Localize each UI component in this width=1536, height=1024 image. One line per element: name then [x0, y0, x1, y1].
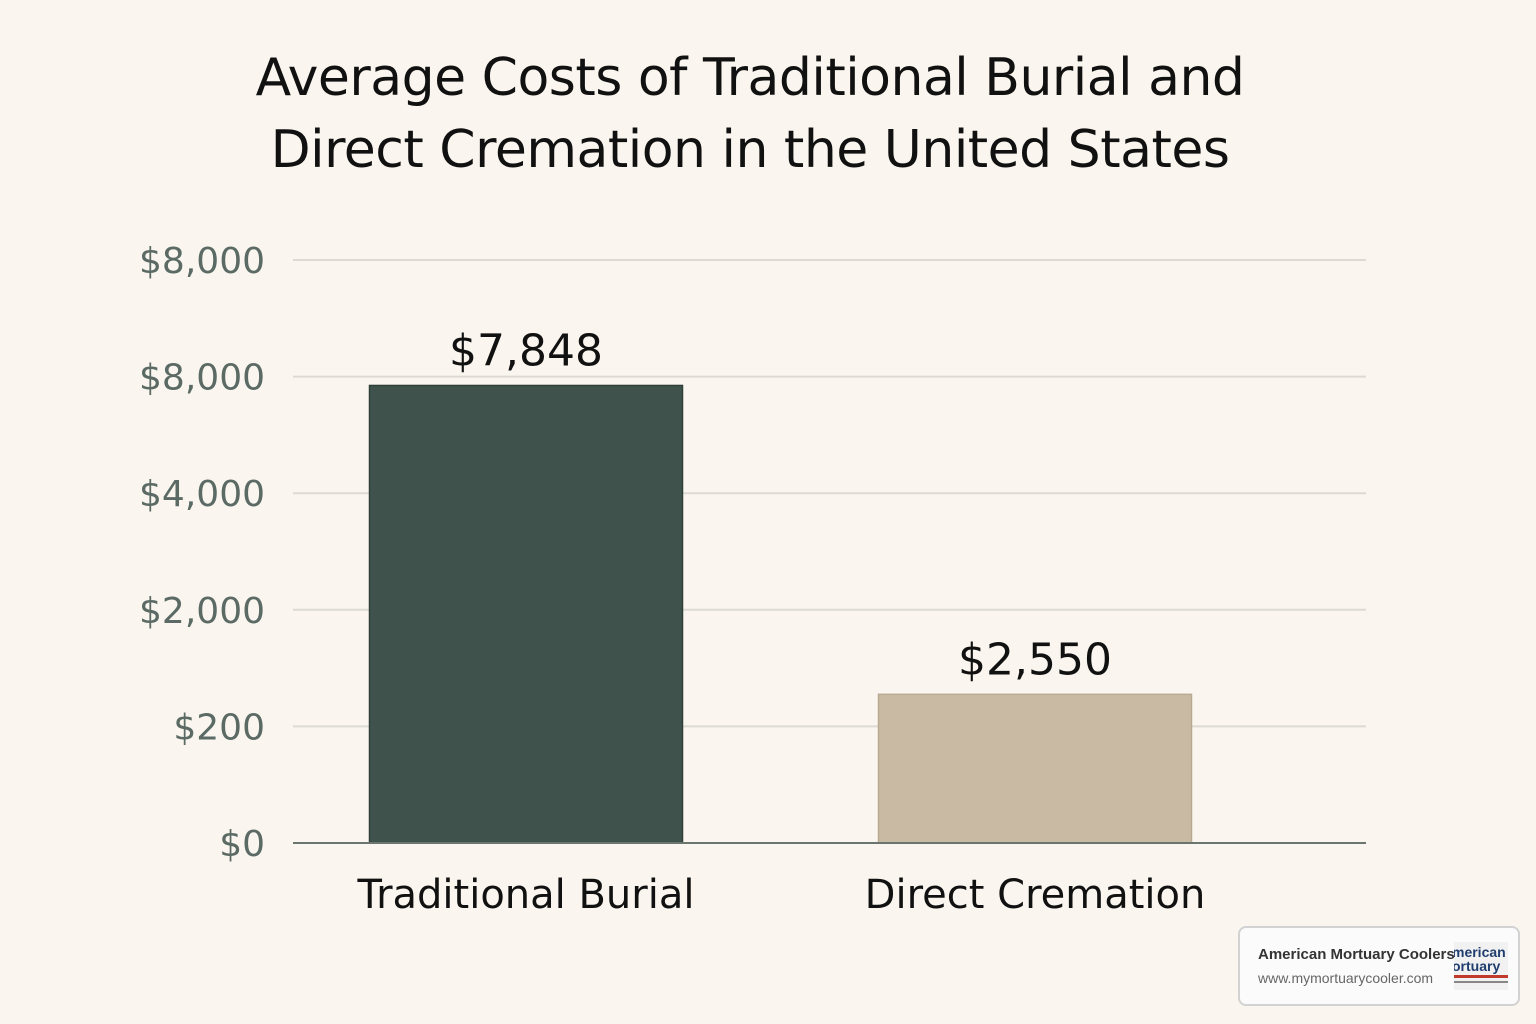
x-axis-categories: Traditional Burial Direct Cremation: [357, 872, 1206, 918]
data-label-traditional-burial: $7,848: [449, 325, 603, 376]
data-labels: $7,848 $2,550: [449, 325, 1112, 685]
chart-title-line-2: Direct Cremation in the United States: [270, 120, 1230, 180]
logo-tagline-line: [1454, 981, 1508, 983]
logo-text-1: merican: [1454, 944, 1506, 960]
chart-title-line-1: Average Costs of Traditional Burial and: [255, 48, 1245, 108]
company-logo-icon: merican ortuary: [1454, 942, 1508, 990]
y-axis-ticks: $0 $200 $2,000 $4,000 $8,000 $8,000: [139, 241, 265, 865]
logo-text-2: ortuary: [1454, 958, 1501, 974]
watermark-badge: American Mortuary Coolers www.mymortuary…: [1238, 926, 1520, 1006]
data-label-direct-cremation: $2,550: [958, 634, 1112, 685]
bars: [368, 384, 1193, 844]
y-tick-label: $8,000: [139, 241, 265, 282]
watermark-company-name: American Mortuary Coolers: [1258, 946, 1455, 963]
x-category-label: Traditional Burial: [357, 872, 695, 918]
bar-direct-cremation: [877, 693, 1193, 844]
logo-stripe: [1454, 975, 1508, 978]
y-tick-label: $8,000: [139, 358, 265, 399]
x-category-label: Direct Cremation: [865, 872, 1206, 918]
y-tick-label: $0: [219, 824, 265, 865]
watermark-url: www.mymortuarycooler.com: [1258, 970, 1434, 986]
y-tick-label: $2,000: [139, 591, 265, 632]
bar-traditional-burial: [368, 384, 684, 844]
y-tick-label: $200: [173, 707, 265, 748]
chart-title: Average Costs of Traditional Burial and …: [150, 42, 1350, 186]
y-tick-label: $4,000: [139, 474, 265, 515]
